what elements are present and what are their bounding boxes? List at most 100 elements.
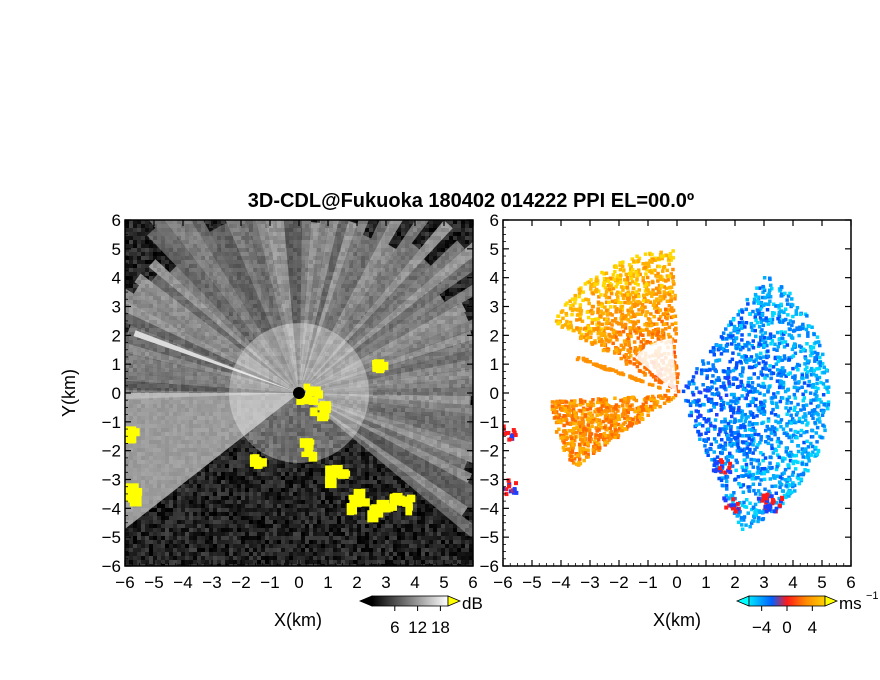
noise-cell xyxy=(469,236,473,240)
noise-cell xyxy=(325,420,329,424)
noise-cell xyxy=(141,268,145,272)
noise-cell xyxy=(129,260,133,264)
noise-cell xyxy=(269,416,273,420)
noise-cell xyxy=(421,232,425,236)
noise-cell xyxy=(149,272,153,276)
noise-cell xyxy=(173,264,177,268)
noise-cell xyxy=(285,416,289,420)
noise-cell xyxy=(461,280,465,284)
noise-cell xyxy=(329,424,333,428)
noise-cell xyxy=(305,416,309,420)
noise-cell xyxy=(289,400,293,404)
noise-cell xyxy=(449,244,453,248)
noise-cell xyxy=(129,256,133,260)
noise-cell xyxy=(273,440,277,444)
noise-cell xyxy=(345,436,349,440)
noise-cell xyxy=(285,428,289,432)
noise-cell xyxy=(457,228,461,232)
noise-cell xyxy=(209,228,213,232)
noise-cell xyxy=(453,288,457,292)
noise-cell xyxy=(469,232,473,236)
noise-cell xyxy=(437,252,441,256)
noise-cell xyxy=(249,448,253,452)
noise-cell xyxy=(273,436,277,440)
noise-cell xyxy=(297,424,301,428)
noise-cell xyxy=(417,232,421,236)
noise-cell xyxy=(337,432,341,436)
noise-cell xyxy=(241,444,245,448)
noise-cell xyxy=(397,232,401,236)
noise-cell xyxy=(133,248,137,252)
noise-cell xyxy=(137,256,141,260)
noise-cell xyxy=(265,428,269,432)
noise-cell xyxy=(149,228,153,232)
noise-cell xyxy=(141,244,145,248)
noise-cell xyxy=(465,240,469,244)
noise-cell xyxy=(401,224,405,228)
noise-cell xyxy=(141,236,145,240)
noise-cell xyxy=(449,296,453,300)
noise-cell xyxy=(241,440,245,444)
noise-cell xyxy=(317,432,321,436)
noise-cell xyxy=(469,316,473,320)
noise-cell xyxy=(285,412,289,416)
noise-cell xyxy=(253,444,257,448)
noise-cell xyxy=(421,228,425,232)
noise-cell xyxy=(277,432,281,436)
noise-cell xyxy=(205,220,209,224)
noise-cell xyxy=(297,444,301,448)
noise-cell xyxy=(393,244,397,248)
noise-cell xyxy=(301,404,305,408)
noise-cell xyxy=(317,220,321,224)
noise-cell xyxy=(457,288,461,292)
noise-cell xyxy=(261,428,265,432)
noise-cell xyxy=(437,224,441,228)
noise-cell xyxy=(165,264,169,268)
noise-cell xyxy=(265,436,269,440)
noise-cell xyxy=(425,224,429,228)
noise-cell xyxy=(465,224,469,228)
noise-cell xyxy=(417,236,421,240)
noise-cell xyxy=(277,408,281,412)
noise-cell xyxy=(349,440,353,444)
noise-cell xyxy=(441,248,445,252)
noise-cell xyxy=(469,396,473,400)
noise-cell xyxy=(301,428,305,432)
noise-cell xyxy=(449,232,453,236)
noise-cell xyxy=(145,220,149,224)
noise-cell xyxy=(453,240,457,244)
noise-cell xyxy=(125,268,129,272)
noise-cell xyxy=(281,432,285,436)
noise-cell xyxy=(197,384,201,388)
noise-cell xyxy=(429,232,433,236)
noise-cell xyxy=(153,244,157,248)
noise-cell xyxy=(425,228,429,232)
noise-cell xyxy=(469,220,473,224)
noise-cell xyxy=(369,224,373,228)
noise-cell xyxy=(265,444,269,448)
noise-cell xyxy=(141,272,145,276)
noise-cell xyxy=(465,228,469,232)
noise-cell xyxy=(281,444,285,448)
noise-cell xyxy=(125,260,129,264)
noise-cell xyxy=(317,444,321,448)
noise-cell xyxy=(309,416,313,420)
noise-cell xyxy=(421,236,425,240)
noise-cell xyxy=(413,240,417,244)
noise-cell xyxy=(293,432,297,436)
noise-cell xyxy=(125,220,129,224)
noise-cell xyxy=(129,220,133,224)
noise-cell xyxy=(317,436,321,440)
noise-cell xyxy=(469,400,473,404)
noise-cell xyxy=(345,440,349,444)
noise-cell xyxy=(401,220,405,224)
noise-cell xyxy=(429,220,433,224)
noise-cell xyxy=(345,432,349,436)
noise-cell xyxy=(273,416,277,420)
noise-cell xyxy=(285,420,289,424)
noise-cell xyxy=(293,424,297,428)
noise-cell xyxy=(421,240,425,244)
noise-cell xyxy=(253,448,257,452)
noise-cell xyxy=(437,244,441,248)
noise-cell xyxy=(289,408,293,412)
